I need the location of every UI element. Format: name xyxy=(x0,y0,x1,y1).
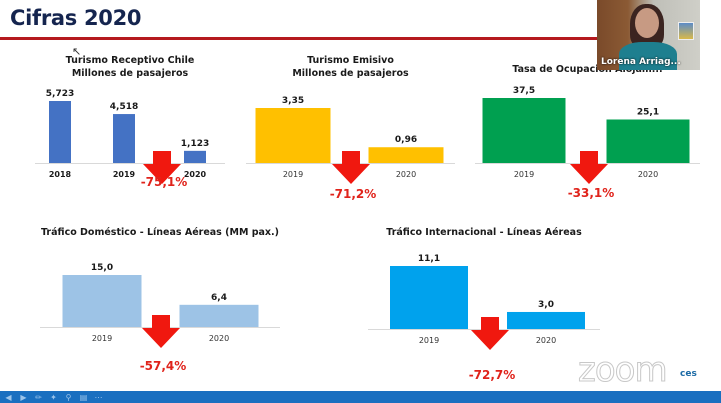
participant-video-tile[interactable]: Lorena Arriag... xyxy=(597,0,700,70)
category-label-ocupacion-2019: 2019 xyxy=(514,170,534,179)
prev-icon[interactable]: ◀ xyxy=(5,392,12,402)
value-label-domestico-2020: 6,4 xyxy=(211,293,227,303)
value-label-emisivo-2020: 0,96 xyxy=(395,135,417,145)
next-icon[interactable]: ▶ xyxy=(20,392,27,402)
chart-title-internacional: Tráfico Internacional - Líneas Aéreas xyxy=(386,227,582,238)
category-label-ocupacion-2020: 2020 xyxy=(638,170,658,179)
bar-domestico-2020 xyxy=(179,304,259,327)
category-label-internacional-2019: 2019 xyxy=(419,336,439,345)
bar-ocupacion-2020 xyxy=(606,119,690,163)
down-arrow-icon-receptivo xyxy=(143,151,181,184)
video-person-head xyxy=(635,8,659,38)
value-label-emisivo-2019: 3,35 xyxy=(282,96,304,106)
participant-name: Lorena Arriag... xyxy=(601,57,681,67)
chart-title-ocupacion: Tasa de Ocupación Alojam... xyxy=(512,64,662,75)
category-label-domestico-2020: 2020 xyxy=(209,334,229,343)
value-label-domestico-2019: 15,0 xyxy=(91,263,113,273)
change-label-ocupacion: -33,1% xyxy=(568,186,615,200)
video-painting xyxy=(678,22,694,40)
bar-receptivo-2020 xyxy=(184,150,206,163)
bar-domestico-2019 xyxy=(62,275,142,327)
video-person-body xyxy=(619,42,677,70)
down-arrow-icon-domestico xyxy=(142,315,180,348)
value-label-internacional-2020: 3,0 xyxy=(538,300,554,310)
category-label-domestico-2019: 2019 xyxy=(92,334,112,343)
category-label-receptivo-2018: 2018 xyxy=(49,170,72,179)
category-label-emisivo-2020: 2020 xyxy=(396,170,416,179)
chart-title-receptivo: Turismo Receptivo Chile xyxy=(66,55,195,66)
bar-receptivo-2018 xyxy=(49,101,71,163)
value-label-receptivo-2020: 1,123 xyxy=(181,139,209,149)
bar-emisivo-2019 xyxy=(255,108,331,163)
category-label-emisivo-2019: 2019 xyxy=(283,170,303,179)
change-label-receptivo: -75,1% xyxy=(141,175,188,189)
value-label-ocupacion-2019: 37,5 xyxy=(513,86,535,96)
change-label-internacional: -72,7% xyxy=(469,368,516,382)
category-label-receptivo-2020: 2020 xyxy=(184,170,207,179)
zoom-logo: zoom xyxy=(578,350,669,391)
value-label-receptivo-2018: 5,723 xyxy=(46,89,74,99)
value-label-internacional-2019: 11,1 xyxy=(418,254,440,264)
more-icon[interactable]: ⋯ xyxy=(94,392,103,402)
down-arrow-icon-internacional xyxy=(471,317,509,350)
value-label-receptivo-2019: 4,518 xyxy=(110,102,138,112)
value-label-ocupacion-2020: 25,1 xyxy=(637,107,659,117)
presentation-toolbar: ◀ ▶ ✏ ✦ ⚲ ▤ ⋯ xyxy=(0,391,721,403)
pointer-icon[interactable]: ✦ xyxy=(50,392,57,402)
mouse-cursor-icon: ↖ xyxy=(72,46,82,58)
category-label-internacional-2020: 2020 xyxy=(536,336,556,345)
bar-receptivo-2019 xyxy=(113,114,135,163)
slide-title: Cifras 2020 xyxy=(10,6,142,30)
subtitles-icon[interactable]: ▤ xyxy=(79,392,88,402)
ces-logo: ces xyxy=(672,369,707,379)
chart-subtitle-receptivo: Millones de pasajeros xyxy=(72,68,189,79)
down-arrow-icon-ocupacion xyxy=(570,151,608,184)
pen-icon[interactable]: ✏ xyxy=(35,392,42,402)
bar-internacional-2020 xyxy=(507,311,585,329)
down-arrow-icon-emisivo xyxy=(332,151,370,184)
bar-emisivo-2020 xyxy=(368,147,444,163)
chart-subtitle-emisivo: Millones de pasajeros xyxy=(292,68,409,79)
change-label-domestico: -57,4% xyxy=(140,359,187,373)
title-rule xyxy=(0,37,600,40)
zoom-icon[interactable]: ⚲ xyxy=(65,392,72,402)
bar-ocupacion-2019 xyxy=(482,98,566,163)
chart-title-emisivo: Turismo Emisivo xyxy=(307,55,394,66)
category-label-receptivo-2019: 2019 xyxy=(113,170,136,179)
bar-internacional-2019 xyxy=(390,266,468,329)
chart-title-domestico: Tráfico Doméstico - Líneas Aéreas (MM pa… xyxy=(41,227,279,238)
change-label-emisivo: -71,2% xyxy=(330,187,377,201)
